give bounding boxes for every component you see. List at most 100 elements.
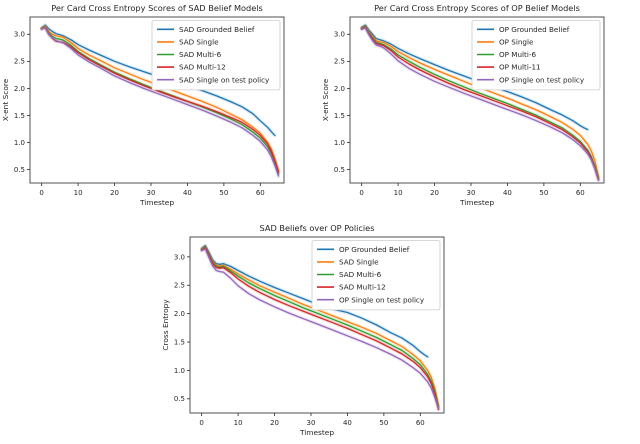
x-axis-label: Timestep — [139, 198, 174, 207]
legend-box — [471, 20, 601, 91]
y-tick-label: 0.5 — [174, 395, 185, 403]
series-line-op-single-on-test-policy — [201, 248, 440, 410]
plot-border — [29, 16, 285, 184]
x-tick-label: 10 — [74, 189, 83, 197]
legend-box — [311, 240, 441, 311]
x-tick-label: 0 — [359, 189, 363, 197]
y-tick-label: 1.5 — [334, 112, 345, 120]
series-line-op-multi-11 — [361, 26, 600, 181]
legend-item: OP Single — [477, 38, 534, 47]
y-tick-label: 3.0 — [334, 31, 345, 39]
y-tick-label: 2.0 — [14, 85, 25, 93]
legend-label: OP Multi-6 — [499, 50, 536, 59]
x-tick-label: 20 — [110, 189, 119, 197]
legend-item: OP Single on test policy — [477, 75, 585, 84]
legend-item: SAD Single — [317, 258, 379, 267]
legend-label: OP Single on test policy — [339, 295, 425, 304]
y-tick-label: 1.5 — [14, 112, 25, 120]
legend-label: SAD Multi-6 — [179, 50, 222, 59]
plot-border — [189, 236, 445, 414]
chart-sad-beliefs-over-op-policies: 0 10 20 30 40 50 60 0.5 1.0 1.5 2.0 2.5 3.0 SAD Belie… — [160, 220, 480, 440]
legend: SAD Grounded Belief SAD Single SAD Multi-6… — [151, 20, 281, 91]
legend-item: OP Multi-6 — [477, 50, 536, 59]
x-tick-label: 0 — [199, 419, 203, 427]
legend-item: SAD Multi-6 — [317, 270, 382, 279]
legend-item: OP Single on test policy — [317, 295, 425, 304]
legend-item: SAD Multi-12 — [317, 283, 386, 292]
legend: OP Grounded Belief OP Single OP Multi-6 OP … — [471, 20, 601, 91]
chart-op-belief-models: 0 10 20 30 40 50 60 0.5 1.0 1.5 2.0 2.5 3.0 Per Card … — [320, 0, 640, 210]
x-axis-label: Timestep — [459, 198, 494, 207]
y-tick-label: 0.5 — [334, 166, 345, 174]
legend-item: OP Grounded Belief — [477, 25, 570, 34]
y-tick-label: 3.0 — [174, 253, 185, 261]
legend-item: SAD Single — [157, 38, 219, 47]
legend-label: SAD Grounded Belief — [179, 25, 255, 34]
x-tick-label: 50 — [539, 189, 548, 197]
chart-svg: 0 10 20 30 40 50 60 0.5 1.0 1.5 2.0 2.5 3.0 Per Card … — [321, 3, 605, 207]
x-tick-label: 60 — [416, 419, 425, 427]
y-tick-label: 2.0 — [334, 85, 345, 93]
series-line-sad-multi-6 — [201, 246, 440, 408]
legend-label: OP Grounded Belief — [499, 25, 570, 34]
legend-label: OP Single on test policy — [499, 75, 585, 84]
legend-item: SAD Multi-6 — [157, 50, 222, 59]
chart-title: Per Card Cross Entropy Scores of SAD Bel… — [51, 3, 263, 13]
series-line-sad-multi-12 — [201, 247, 440, 411]
series-line-sad-grounded-belief — [41, 24, 276, 137]
x-tick-label: 20 — [430, 189, 439, 197]
chart-svg: 0 10 20 30 40 50 60 0.5 1.0 1.5 2.0 2.5 3.0 SAD Belie… — [161, 223, 445, 437]
legend-item: SAD Multi-12 — [157, 63, 226, 72]
series-line-op-single-on-test-policy — [361, 27, 600, 181]
legend-label: OP Grounded Belief — [339, 245, 410, 254]
legend-item: SAD Grounded Belief — [157, 25, 255, 34]
x-tick-label: 60 — [576, 189, 585, 197]
x-tick-label: 20 — [270, 419, 279, 427]
x-tick-label: 40 — [503, 189, 512, 197]
legend-label: SAD Multi-12 — [339, 283, 386, 292]
legend-label: SAD Multi-6 — [339, 270, 382, 279]
x-tick-label: 40 — [343, 419, 352, 427]
legend-label: OP Multi-11 — [499, 63, 541, 72]
series-line-op-multi-6 — [361, 26, 600, 180]
legend-item: SAD Single on test policy — [157, 75, 270, 84]
chart-title: Per Card Cross Entropy Scores of OP Beli… — [374, 3, 580, 13]
chart-svg: 0 10 20 30 40 50 60 0.5 1.0 1.5 2.0 2.5 3.0 Per Card … — [1, 3, 285, 207]
series-line-sad-single — [41, 25, 280, 172]
y-tick-label: 2.5 — [14, 58, 25, 66]
legend-label: OP Single — [499, 38, 534, 47]
y-tick-label: 2.0 — [174, 310, 185, 318]
legend-label: SAD Single on test policy — [179, 75, 270, 84]
series-line-sad-single-on-test-policy — [41, 27, 280, 177]
series-line-sad-multi-6 — [41, 26, 280, 175]
legend-label: SAD Multi-12 — [179, 63, 226, 72]
y-tick-label: 1.0 — [174, 367, 185, 375]
y-axis-label: Cross Entropy — [161, 299, 170, 351]
x-tick-label: 60 — [256, 189, 265, 197]
y-tick-label: 0.5 — [14, 166, 25, 174]
series-line-op-grounded-belief — [201, 244, 429, 358]
legend-box — [151, 20, 281, 91]
y-tick-label: 2.5 — [334, 58, 345, 66]
x-tick-label: 50 — [379, 419, 388, 427]
legend-item: OP Grounded Belief — [317, 245, 410, 254]
x-tick-label: 30 — [467, 189, 476, 197]
y-tick-label: 3.0 — [14, 31, 25, 39]
series-line-sad-single — [201, 246, 440, 407]
x-tick-label: 0 — [39, 189, 43, 197]
chart-title: SAD Beliefs over OP Policies — [260, 223, 375, 233]
y-axis-label: X-ent Score — [321, 78, 330, 121]
legend-item: OP Multi-11 — [477, 63, 541, 72]
legend-label: SAD Single — [179, 38, 219, 47]
legend-label: SAD Single — [339, 258, 379, 267]
legend: OP Grounded Belief SAD Single SAD Multi-6 S… — [311, 240, 441, 311]
x-tick-label: 30 — [147, 189, 156, 197]
y-tick-label: 1.5 — [174, 338, 185, 346]
x-axis-label: Timestep — [299, 428, 334, 437]
y-tick-label: 1.0 — [14, 139, 25, 147]
x-tick-label: 30 — [307, 419, 316, 427]
series-line-op-single — [361, 25, 600, 178]
x-tick-label: 40 — [183, 189, 192, 197]
x-tick-label: 50 — [219, 189, 228, 197]
